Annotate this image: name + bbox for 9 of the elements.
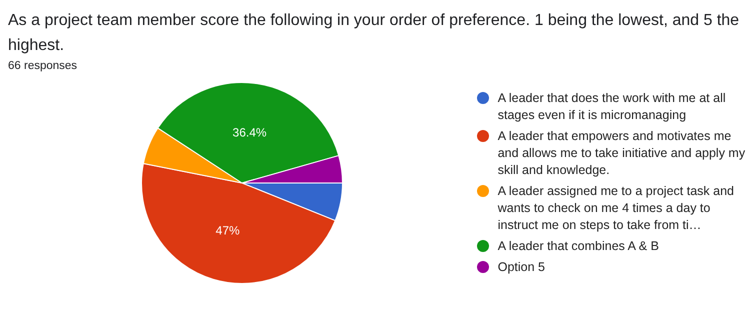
legend-label: Option 5 bbox=[498, 259, 545, 276]
legend-label: A leader that does the work with me at all stages even if it is micromanaging bbox=[498, 90, 727, 124]
data-label: 47% bbox=[216, 223, 240, 238]
text: 66 responses bbox=[8, 60, 78, 72]
legend-label: A leader assigned me to a project task and wants to check on me 4 times a day to instruct me on steps to take from ti… bbox=[498, 183, 735, 234]
legend-label: A leader that empowers and motivates me and allows me to take initiative and apply my skill and knowledge. bbox=[498, 128, 746, 179]
legend-label: A leader that combines A & B bbox=[498, 238, 659, 255]
chart-title: As a project team member score the following in your order of preference. 1 being the lowest, and 5 the highest. bbox=[8, 11, 740, 56]
data-label: 36.4% bbox=[232, 126, 268, 140]
